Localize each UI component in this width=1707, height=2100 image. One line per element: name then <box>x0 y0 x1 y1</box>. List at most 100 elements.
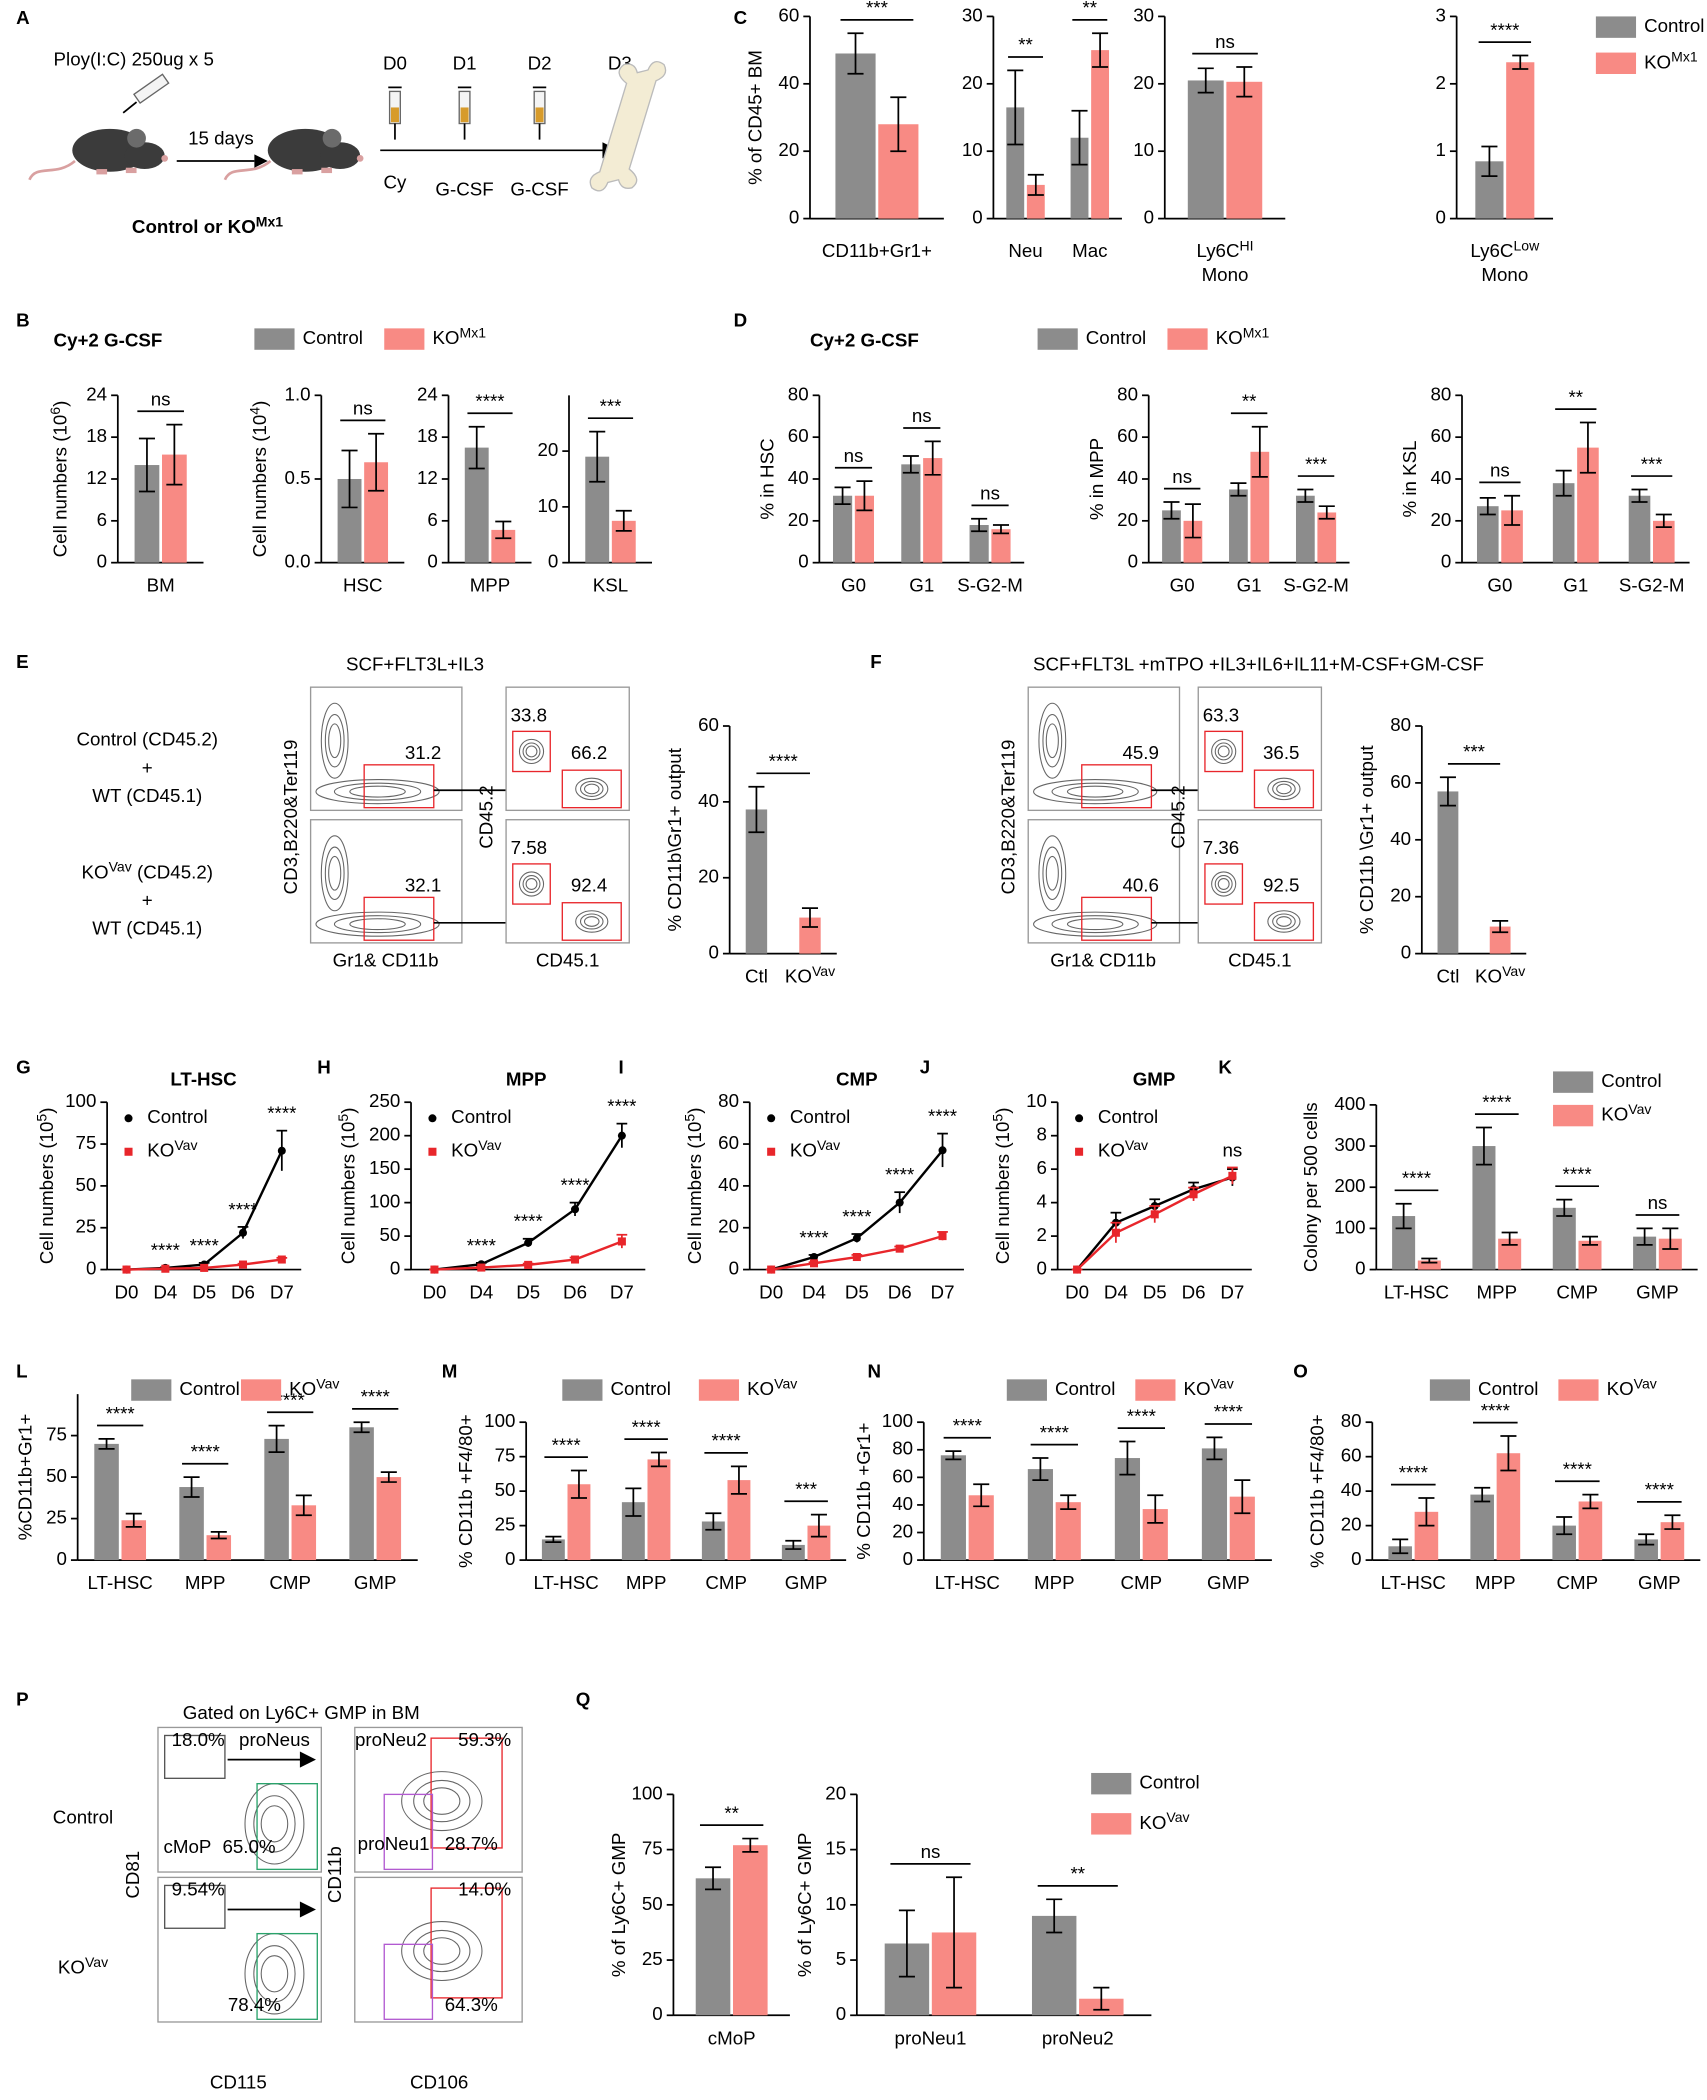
contour <box>522 742 541 761</box>
y-tick-label: 100 <box>65 1090 96 1111</box>
bar <box>1295 495 1315 563</box>
legend-label: KOVav <box>1184 1375 1234 1399</box>
gate-value: 78.4% <box>228 1994 281 2015</box>
gate <box>1253 902 1315 941</box>
gate-value: 63.3 <box>1203 705 1239 726</box>
y-tick-label: 100 <box>631 1782 662 1803</box>
treatment-label: Cy <box>383 172 407 193</box>
point <box>895 1198 904 1207</box>
contour <box>525 745 538 758</box>
superscript: Vav <box>1211 1375 1234 1391</box>
contour <box>260 1955 289 1993</box>
chart-title: GMP <box>1133 1069 1176 1090</box>
significance: ns <box>1490 460 1510 481</box>
y-tick-label: 12 <box>86 467 107 488</box>
y-tick-label: 10 <box>1026 1090 1047 1111</box>
chart-title: CMP <box>836 1069 878 1090</box>
y-tick-label: 0 <box>836 2003 846 2024</box>
y-tick-label: 0 <box>789 207 799 228</box>
y-axis-label: % of Ly6C+ GMP <box>608 1833 629 1978</box>
y-tick-label: 4 <box>1037 1191 1047 1212</box>
legend-marker <box>1075 1114 1084 1123</box>
superscript: Vav <box>85 1954 108 1970</box>
gate <box>512 730 551 773</box>
y-axis-label: % CD11b +F4/80+ <box>455 1414 476 1568</box>
significance: ns <box>1215 31 1235 52</box>
significance: **** <box>1481 1400 1510 1421</box>
gate <box>512 863 551 905</box>
point <box>524 1260 533 1269</box>
x-tick-label: LT-HSC <box>534 1572 599 1593</box>
contour <box>320 702 349 779</box>
gate-value: 92.4 <box>571 875 607 896</box>
mouse-foot <box>96 169 108 175</box>
y-axis-label: % CD11b\Gr1+ output <box>664 747 685 931</box>
y-tick-label: 25 <box>76 1216 97 1237</box>
y-tick-label: 20 <box>537 439 558 460</box>
bar <box>991 529 1011 563</box>
y-tick-label: 250 <box>369 1090 400 1111</box>
bar <box>1628 495 1651 563</box>
panel-label: I <box>619 1057 624 1078</box>
y-tick-label: 0 <box>1144 207 1154 228</box>
y-tick-label: 25 <box>495 1514 516 1535</box>
text-span: KO <box>82 861 109 882</box>
bar <box>541 1539 565 1561</box>
gate <box>383 1793 434 1871</box>
significance: **** <box>467 1235 496 1256</box>
text-span: KO <box>147 1140 174 1161</box>
point <box>200 1263 209 1272</box>
contour <box>315 911 440 937</box>
text-span: Ly6C <box>1470 240 1513 261</box>
text-span: KO <box>785 966 812 987</box>
y-tick-label: 150 <box>369 1157 400 1178</box>
legend-label: KOVav <box>1607 1375 1657 1399</box>
gate-value: 45.9 <box>1122 742 1158 763</box>
contour <box>349 785 406 798</box>
y-tick-label: 1.0 <box>285 383 311 404</box>
legend-swatch <box>240 1379 282 1401</box>
superscript: Vav <box>1502 963 1525 979</box>
panel-label: O <box>1293 1361 1308 1382</box>
x-tick-label: proNeu2 <box>1042 2027 1114 2048</box>
legend-label: Control <box>179 1378 239 1399</box>
arrow-head <box>299 1901 316 1918</box>
y-tick-label: 18 <box>86 425 107 446</box>
contour <box>423 1937 461 1965</box>
y-axis-label: % in MPP <box>1086 438 1107 520</box>
x-tick-label: D0 <box>759 1282 783 1303</box>
y-tick-label: 10 <box>1133 139 1154 160</box>
significance: **** <box>632 1416 661 1437</box>
bar <box>1417 1260 1441 1270</box>
y-tick-label: 0 <box>1351 1548 1361 1569</box>
x-tick-label: KOVav <box>1475 963 1525 987</box>
y-tick-label: 60 <box>1117 425 1138 446</box>
y-tick-label: 0 <box>709 942 719 963</box>
contour <box>579 780 604 797</box>
gate <box>363 896 435 941</box>
x-tick-label: Ly6CLow <box>1470 237 1540 261</box>
significance: **** <box>514 1211 543 1232</box>
flow-axis-label: CD106 <box>410 2072 468 2093</box>
y-tick-label: 0 <box>652 2003 662 2024</box>
x-tick-label: G1 <box>1563 575 1588 596</box>
significance: ns <box>1172 466 1192 487</box>
y-tick-label: 75 <box>76 1132 97 1153</box>
y-axis-label: % of CD45+ BM <box>744 50 765 185</box>
significance: ns <box>353 398 373 419</box>
y-axis-label: % in KSL <box>1399 440 1420 517</box>
x-tick-label: D4 <box>469 1282 493 1303</box>
bar <box>1027 1469 1053 1561</box>
x-tick-label: CMP <box>705 1572 747 1593</box>
superscript: HI <box>1240 237 1254 253</box>
legend-label: KOVav <box>790 1137 840 1161</box>
y-tick-label: 60 <box>698 714 719 735</box>
significance: **** <box>228 1199 257 1220</box>
legend-label: Control <box>451 1106 511 1127</box>
x-tick-label: D4 <box>1104 1282 1128 1303</box>
point <box>277 1146 286 1155</box>
x-tick-label: D7 <box>270 1282 294 1303</box>
group-label: Control or KOMx1 <box>132 213 283 237</box>
y-tick-label: 0 <box>97 551 107 572</box>
significance: ** <box>1018 34 1033 55</box>
